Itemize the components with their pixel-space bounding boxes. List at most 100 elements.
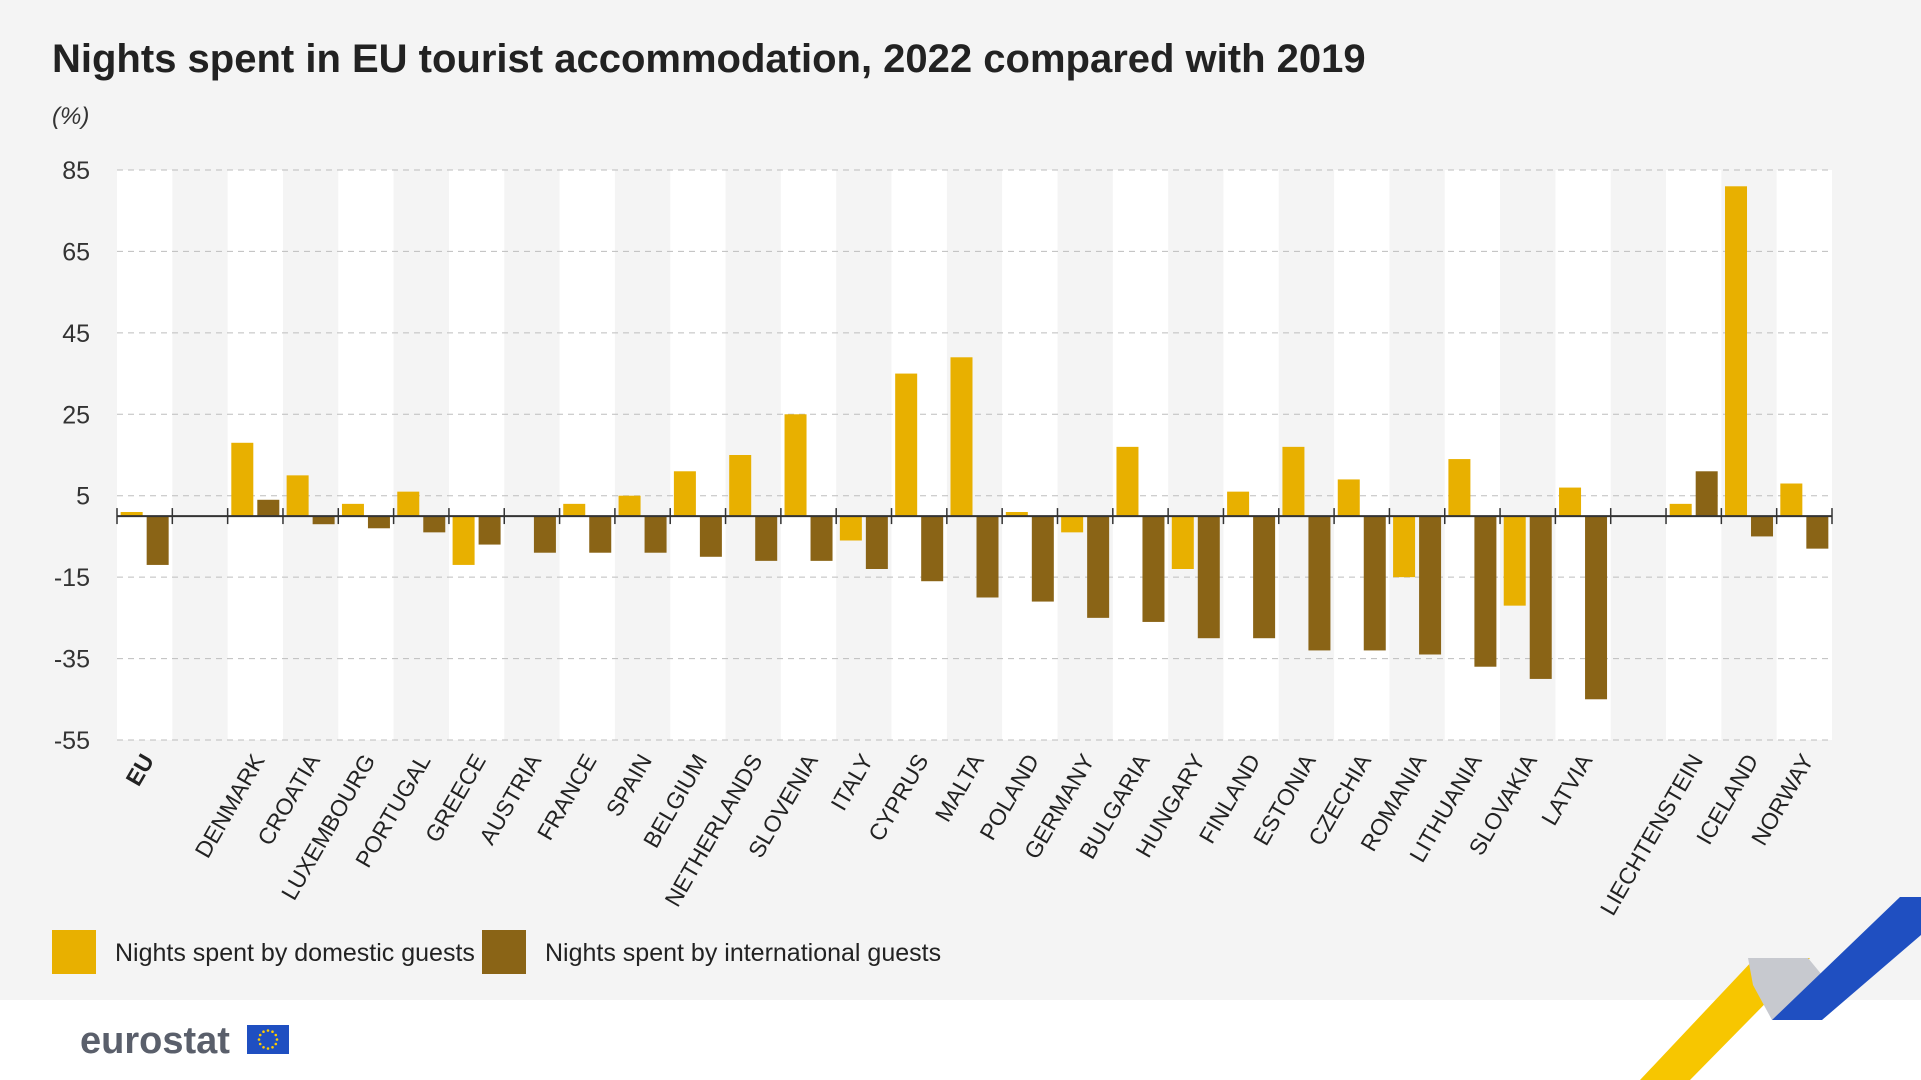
bar-domestic	[1393, 516, 1416, 578]
bar-international	[644, 516, 667, 553]
bar-international	[1474, 516, 1497, 667]
category-stripe	[1776, 170, 1832, 740]
y-tick-label: -15	[54, 564, 90, 592]
bar-international	[146, 516, 169, 565]
category-stripe	[338, 170, 394, 740]
bar-domestic	[231, 442, 254, 517]
bar-domestic	[1227, 491, 1250, 517]
bar-domestic	[1725, 186, 1748, 517]
bar-international	[257, 499, 280, 517]
x-tick-label: ITALY	[825, 750, 878, 815]
bar-international	[1308, 516, 1331, 651]
y-tick-label: 5	[76, 483, 90, 511]
bar-domestic	[1061, 516, 1084, 533]
flag-star	[271, 1030, 274, 1034]
bar-domestic	[1171, 516, 1194, 569]
bar-domestic	[1282, 446, 1305, 517]
bar-domestic	[563, 503, 586, 517]
bar-domestic	[341, 503, 364, 517]
bar-domestic	[784, 414, 807, 517]
legend-swatch-domestic	[52, 930, 96, 974]
bar-domestic	[729, 455, 752, 517]
bar-international	[976, 516, 999, 598]
flag-star	[262, 1030, 265, 1034]
zero-axis	[116, 508, 1833, 525]
bar-international	[810, 516, 833, 561]
flag-star	[275, 1038, 279, 1041]
category-stripe	[117, 170, 173, 740]
flag-star	[266, 1029, 270, 1032]
bar-international	[589, 516, 612, 553]
category-stripes	[117, 170, 1832, 740]
x-tick-label: DENMARK	[190, 749, 270, 862]
bar-domestic	[1669, 503, 1692, 517]
bar-international	[1806, 516, 1829, 549]
bar-international	[1142, 516, 1165, 622]
bar-international	[1419, 516, 1442, 655]
bar-domestic	[1780, 483, 1803, 517]
y-tick-label: -55	[54, 727, 90, 755]
category-stripe	[1334, 170, 1390, 740]
y-tick-label: -35	[54, 646, 90, 674]
y-tick-label: 85	[62, 157, 90, 185]
flag-star	[258, 1042, 262, 1046]
bar-domestic	[1448, 459, 1471, 517]
bar-international	[1529, 516, 1552, 679]
legend-label-domestic: Nights spent by domestic guests	[115, 939, 475, 967]
bar-international	[423, 516, 446, 533]
bar-international	[312, 516, 335, 525]
eurostat-logo: eurostat	[80, 1020, 289, 1062]
bar-international	[1253, 516, 1276, 639]
bar-domestic	[1116, 446, 1139, 517]
flag-star	[274, 1033, 278, 1037]
bar-international	[1585, 516, 1608, 700]
category-stripe	[670, 170, 726, 740]
x-tick-label: LATVIA	[1536, 749, 1598, 830]
bar-domestic	[1337, 479, 1360, 517]
bar-international	[1363, 516, 1386, 651]
category-stripe	[448, 170, 505, 740]
flag-star	[257, 1038, 261, 1041]
bar-domestic	[1005, 512, 1028, 517]
bar-international	[755, 516, 778, 561]
y-tick-label: 65	[62, 238, 90, 266]
bar-domestic	[452, 516, 475, 565]
bar-international	[865, 516, 888, 569]
decorative-ribbon	[1640, 897, 1921, 1080]
bar-domestic	[1503, 516, 1526, 606]
legend-label-international: Nights spent by international guests	[545, 939, 941, 967]
x-tick-label: SPAIN	[601, 750, 657, 821]
y-axis-ticks: 85 65 45 25 5 -15 -35 -55	[54, 157, 90, 755]
flag-star	[266, 1047, 270, 1050]
x-tick-label: EU	[120, 750, 158, 791]
y-tick-label: 45	[62, 320, 90, 348]
bar-domestic	[839, 516, 862, 541]
bar-international	[921, 516, 944, 582]
flag-star	[262, 1045, 265, 1049]
footer-band	[0, 1000, 1921, 1080]
chart-title: Nights spent in EU tourist accommodation…	[52, 37, 1366, 81]
category-stripe	[1666, 170, 1722, 740]
legend-swatch-international	[482, 930, 526, 974]
category-stripe	[1223, 170, 1279, 740]
bar-international	[478, 516, 501, 545]
bar-domestic	[1559, 487, 1582, 517]
bar-domestic	[950, 357, 973, 517]
legend: Nights spent by domestic guests Nights s…	[52, 930, 941, 974]
bar-international	[1751, 516, 1774, 537]
bar-domestic	[618, 495, 641, 517]
bar-international	[1087, 516, 1110, 618]
bar-international	[1695, 471, 1718, 517]
bar-international	[367, 516, 390, 529]
bar-domestic	[673, 471, 696, 517]
flag-star	[274, 1042, 278, 1046]
bar-international	[533, 516, 556, 553]
logo-wordmark: eurostat	[80, 1020, 230, 1062]
eu-flag-icon	[247, 1025, 289, 1054]
bar-domestic	[397, 491, 420, 517]
bar-international	[1031, 516, 1054, 602]
y-axis-unit: (%)	[52, 103, 89, 130]
bar-domestic	[120, 512, 143, 517]
flag-star	[258, 1033, 262, 1037]
y-tick-label: 25	[62, 401, 90, 429]
